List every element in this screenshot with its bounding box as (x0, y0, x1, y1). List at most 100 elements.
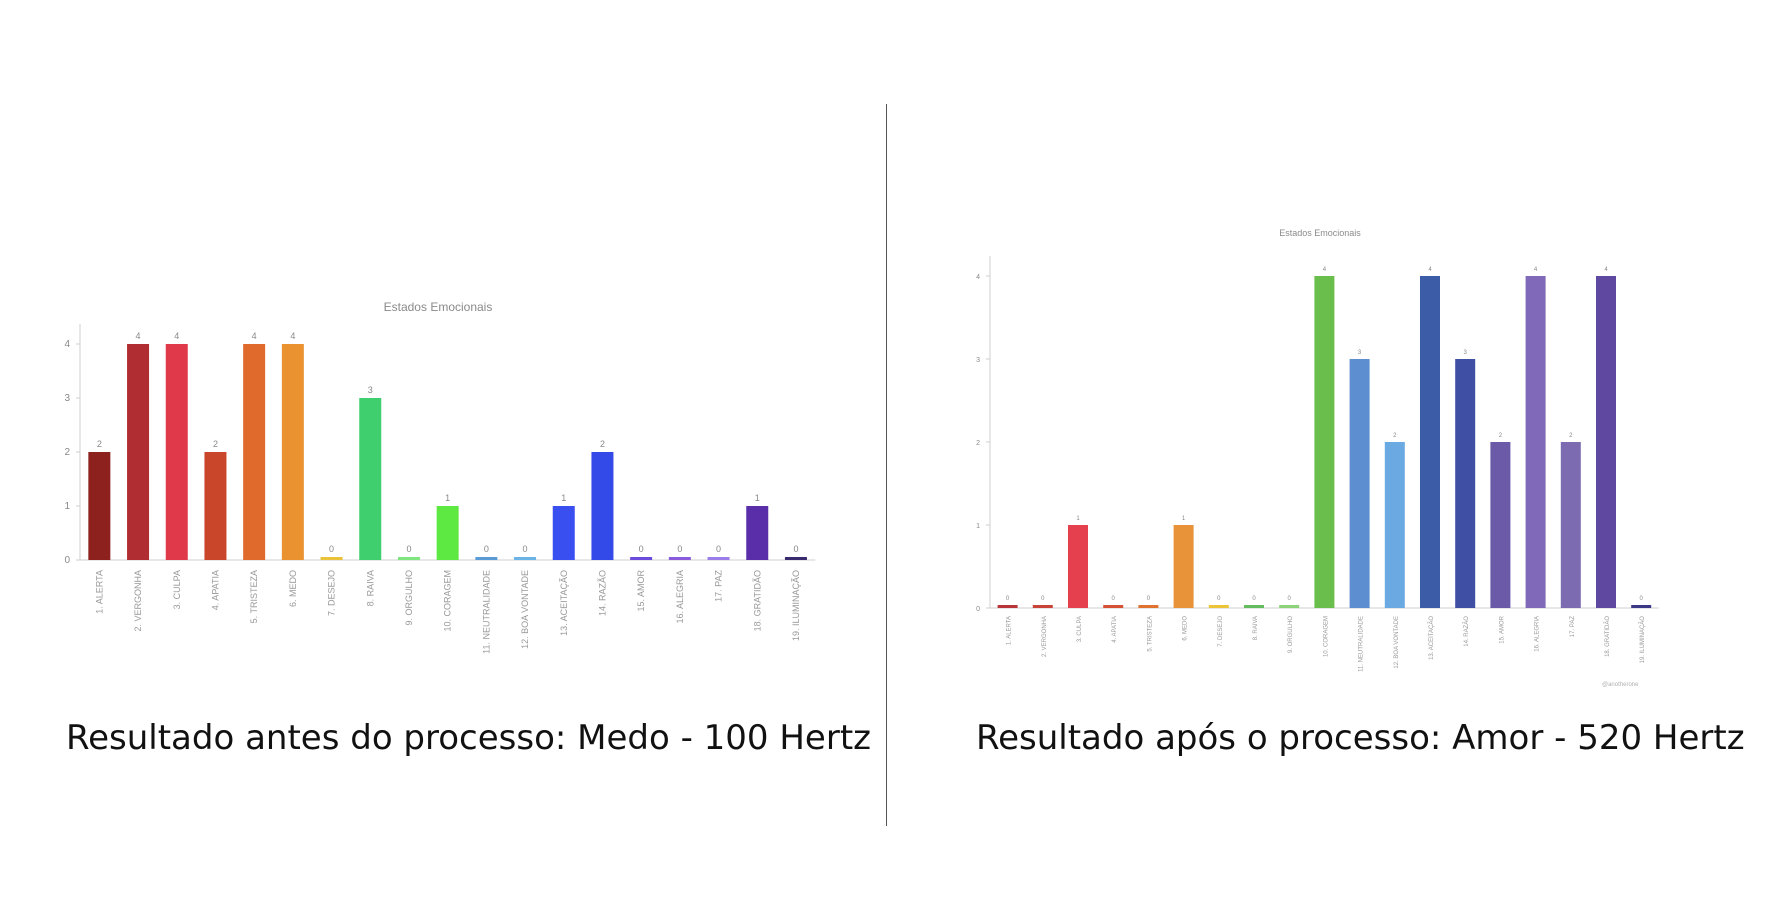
left-bar-value-label: 1 (755, 493, 760, 503)
left-bar-value-label: 4 (174, 331, 179, 341)
left-category-label: 9. ORGULHO (404, 570, 414, 626)
right-bar (1208, 605, 1229, 608)
watermark: @anotherone (1602, 682, 1639, 688)
right-bar-value-label: 0 (1217, 596, 1221, 602)
right-category-label: 17. PAZ (1570, 616, 1576, 638)
left-bar (784, 557, 807, 560)
left-category-label: 5. TRISTEZA (249, 570, 259, 623)
left-category-label: 18. GRATIDÃO (752, 570, 762, 631)
right-category-label: 8. RAIVA (1253, 616, 1259, 640)
left-category-label: 10. CORAGEM (443, 570, 453, 632)
right-chart-title: Estados Emocionais (1279, 228, 1361, 238)
right-category-label: 5. TRISTEZA (1147, 616, 1153, 652)
left-bar-value-label: 2 (600, 439, 605, 449)
left-category-label: 19. ILUMINAÇÃO (791, 570, 801, 641)
right-y-tick-label: 4 (976, 274, 980, 281)
left-bar-value-label: 4 (290, 331, 295, 341)
left-bar (281, 344, 304, 560)
left-y-tick-label: 0 (64, 555, 70, 566)
left-bar-value-label: 0 (329, 544, 334, 554)
right-bar (1279, 605, 1300, 608)
right-category-label: 7. DESEJO (1218, 616, 1224, 647)
left-bar (320, 557, 343, 560)
left-bar-value-label: 4 (252, 331, 257, 341)
left-bar-value-label: 0 (716, 544, 721, 554)
center-divider (886, 104, 887, 826)
right-bar (1068, 525, 1088, 608)
left-y-tick-label: 4 (64, 339, 70, 350)
left-bar-value-label: 3 (368, 385, 373, 395)
right-y-tick-label: 1 (976, 523, 980, 530)
right-category-label: 11. NEUTRALIDADE (1359, 616, 1365, 672)
right-category-label: 15. AMOR (1499, 615, 1505, 643)
right-y-tick-label: 2 (976, 440, 980, 447)
left-bar (514, 557, 537, 560)
left-bar (243, 344, 266, 560)
caption-before: Resultado antes do processo: Medo - 100 … (66, 718, 872, 758)
right-bar (1490, 442, 1511, 608)
right-category-label: 14. RAZÃO (1463, 616, 1470, 647)
right-bar (1525, 276, 1546, 608)
left-bar (436, 506, 459, 560)
right-bar-value-label: 0 (1252, 596, 1256, 602)
left-bar (359, 398, 382, 560)
left-bar (475, 557, 498, 560)
left-bar-value-label: 2 (213, 439, 218, 449)
right-category-label: 19. ILUMINAÇÃO (1639, 616, 1646, 664)
left-bar-value-label: 0 (523, 544, 528, 554)
right-bar (1244, 605, 1264, 608)
left-category-label: 15. AMOR (636, 570, 646, 612)
left-y-tick-label: 3 (64, 393, 70, 404)
right-bar (1173, 525, 1194, 608)
left-category-label: 17. PAZ (714, 570, 724, 602)
right-category-label: 6. MEDO (1183, 616, 1189, 641)
left-y-tick-label: 2 (64, 447, 70, 458)
left-bar-value-label: 0 (484, 544, 489, 554)
right-bar-value-label: 0 (1112, 596, 1116, 602)
right-bar (1032, 605, 1053, 608)
right-bar (1314, 276, 1335, 608)
left-chart-title: Estados Emocionais (384, 300, 493, 314)
left-bar (746, 506, 769, 560)
left-category-label: 6. MEDO (288, 570, 298, 607)
left-bar (127, 344, 150, 560)
right-bar (1455, 359, 1476, 608)
right-bar (997, 605, 1018, 608)
right-bar-value-label: 2 (1393, 433, 1397, 439)
right-bar-value-label: 3 (1464, 350, 1468, 356)
left-bar-value-label: 2 (97, 439, 102, 449)
left-category-label: 7. DESEJO (327, 570, 337, 616)
left-bar-value-label: 0 (406, 544, 411, 554)
right-bar-value-label: 1 (1182, 516, 1186, 522)
right-bar (1560, 442, 1581, 608)
right-bar-value-label: 1 (1076, 516, 1080, 522)
right-bar (1138, 605, 1159, 608)
right-category-label: 3. CULPA (1077, 616, 1083, 642)
right-y-tick-label: 0 (976, 606, 980, 613)
right-category-label: 9. ORGULHO (1288, 616, 1294, 653)
right-category-label: 12. BOA VONTADE (1394, 616, 1400, 669)
right-category-label: 1. ALERTA (1007, 616, 1013, 645)
left-category-label: 14. RAZÃO (597, 570, 607, 616)
right-bar-value-label: 0 (1006, 596, 1010, 602)
left-category-label: 13. ACEITAÇÃO (559, 570, 569, 636)
right-bar-value-label: 0 (1640, 596, 1644, 602)
right-bar-value-label: 0 (1041, 596, 1045, 602)
right-bar-value-label: 4 (1428, 267, 1432, 273)
left-category-label: 16. ALEGRIA (675, 570, 685, 624)
right-bar (1631, 605, 1652, 608)
left-bar-value-label: 0 (793, 544, 798, 554)
left-bar-value-label: 1 (561, 493, 566, 503)
right-y-tick-label: 3 (976, 357, 980, 364)
left-y-tick-label: 1 (64, 501, 70, 512)
right-bar-value-label: 4 (1604, 267, 1608, 273)
right-bar (1420, 276, 1440, 608)
right-bar (1384, 442, 1405, 608)
left-bar (707, 557, 730, 560)
left-bar (204, 452, 227, 560)
right-bar-value-label: 2 (1569, 433, 1573, 439)
right-category-label: 18. GRATIDÃO (1604, 616, 1611, 657)
left-bar (552, 506, 575, 560)
